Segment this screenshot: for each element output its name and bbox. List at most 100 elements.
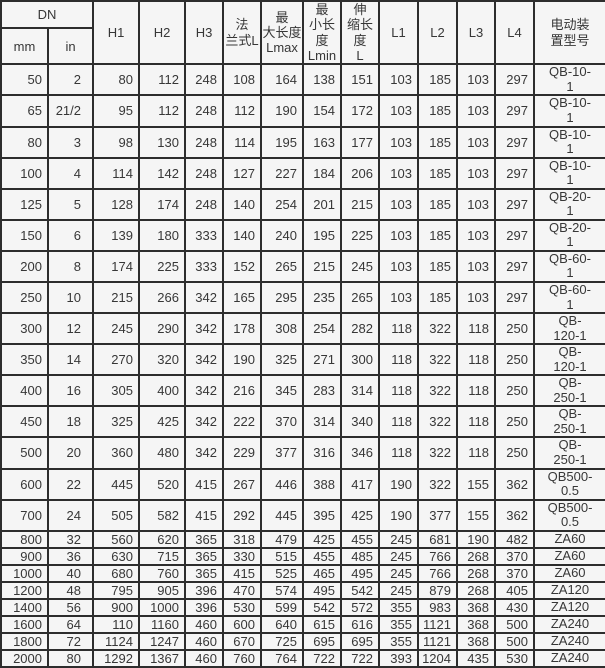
cell: 1124: [92, 631, 140, 651]
cell: 300: [340, 343, 380, 377]
cell: 292: [222, 498, 262, 532]
cell: 362: [494, 467, 535, 501]
cell: 127: [222, 156, 262, 190]
cell: 254: [260, 187, 304, 221]
cell: 722: [340, 648, 380, 668]
cell-actuator-model: QB-20-1: [533, 187, 605, 221]
cell: 268: [456, 580, 496, 600]
cell: 250: [494, 343, 535, 377]
cell: 150: [0, 218, 49, 252]
cell: 250: [494, 312, 535, 346]
cell: 266: [138, 280, 186, 315]
cell: 333: [184, 249, 224, 283]
cell: 500: [0, 436, 49, 470]
cell: 1204: [417, 648, 458, 668]
actuator-model-text: ZA120: [550, 599, 590, 615]
cell: 322: [417, 436, 458, 470]
cell: 80: [92, 63, 140, 97]
cell: 325: [260, 343, 304, 377]
cell: 630: [92, 546, 140, 566]
cell: 103: [456, 218, 496, 252]
col-header-stretch-l: 伸 缩长度 L: [340, 0, 380, 66]
cell: 215: [302, 249, 342, 283]
cell: 1600: [0, 614, 49, 634]
cell: 640: [260, 614, 304, 634]
actuator-model-text: QB-60-1: [549, 281, 591, 312]
cell: 342: [184, 374, 224, 408]
cell: 140: [222, 218, 262, 252]
cell: 766: [417, 546, 458, 566]
cell: 600: [0, 467, 49, 501]
cell: 345: [260, 374, 304, 408]
cell-actuator-model: ZA240: [533, 614, 605, 634]
cell: 32: [47, 529, 94, 549]
cell: 695: [340, 631, 380, 651]
table-row: 200 8 174 225 333 152 265 215 245 103 185 103 297 QB-…: [0, 249, 605, 283]
cell: 118: [456, 405, 496, 439]
cell: 616: [340, 614, 380, 634]
cell: 248: [184, 94, 224, 128]
cell: 14: [47, 343, 94, 377]
cell: 314: [302, 405, 342, 439]
cell: 103: [456, 249, 496, 283]
cell: 396: [184, 597, 224, 617]
cell: 250: [494, 405, 535, 439]
cell: 282: [340, 312, 380, 346]
col-header-l2: L2: [417, 0, 458, 66]
cell: 795: [92, 580, 140, 600]
cell: 103: [378, 218, 419, 252]
cell: 900: [92, 597, 140, 617]
cell: 10: [47, 280, 94, 315]
cell: 118: [378, 343, 419, 377]
cell: 525: [260, 563, 304, 583]
cell: 103: [456, 187, 496, 221]
table-row: 80 3 98 130 248 114 195 163 177 103 185 103 297 QB-10…: [0, 125, 605, 159]
cell: 760: [138, 563, 186, 583]
cell: 415: [222, 563, 262, 583]
cell: 268: [456, 563, 496, 583]
cell: 460: [184, 631, 224, 651]
cell-actuator-model: QB-250-1: [533, 405, 605, 439]
cell: 314: [340, 374, 380, 408]
cell: 455: [340, 529, 380, 549]
cell: 235: [302, 280, 342, 315]
cell: 2: [47, 63, 94, 97]
cell: 297: [494, 125, 535, 159]
table-row: 450 18 325 425 342 222 370 314 340 118 322 118 250 QB…: [0, 405, 605, 439]
cell: 322: [417, 312, 458, 346]
cell: 465: [302, 563, 342, 583]
cell: 138: [302, 63, 342, 97]
cell: 395: [302, 498, 342, 532]
cell: 396: [184, 580, 224, 600]
cell: 305: [92, 374, 140, 408]
cell: 342: [184, 280, 224, 315]
cell-actuator-model: QB-120-1: [533, 343, 605, 377]
actuator-model-text: ZA240: [550, 633, 590, 649]
cell: 495: [340, 563, 380, 583]
cell: 330: [222, 546, 262, 566]
cell: 445: [92, 467, 140, 501]
cell: 103: [456, 125, 496, 159]
cell: 271: [302, 343, 342, 377]
cell-actuator-model: QB-250-1: [533, 436, 605, 470]
cell: 139: [92, 218, 140, 252]
cell: 118: [456, 374, 496, 408]
cell: 248: [184, 156, 224, 190]
table-row: 300 12 245 290 342 178 308 254 282 118 322 118 250 QB…: [0, 312, 605, 346]
cell: 114: [222, 125, 262, 159]
cell: 450: [0, 405, 49, 439]
cell: 118: [456, 312, 496, 346]
table-row: 1200 48 795 905 396 470 574 495 542 245 879 268 405 Z…: [0, 580, 605, 600]
cell: 6: [47, 218, 94, 252]
cell-actuator-model: ZA120: [533, 597, 605, 617]
cell: 700: [0, 498, 49, 532]
cell: 248: [184, 63, 224, 97]
cell: 725: [260, 631, 304, 651]
cell: 250: [494, 436, 535, 470]
cell: 154: [302, 94, 342, 128]
cell-actuator-model: QB-10-1: [533, 63, 605, 97]
cell: 103: [378, 125, 419, 159]
cell: 680: [92, 563, 140, 583]
cell: 482: [494, 529, 535, 549]
